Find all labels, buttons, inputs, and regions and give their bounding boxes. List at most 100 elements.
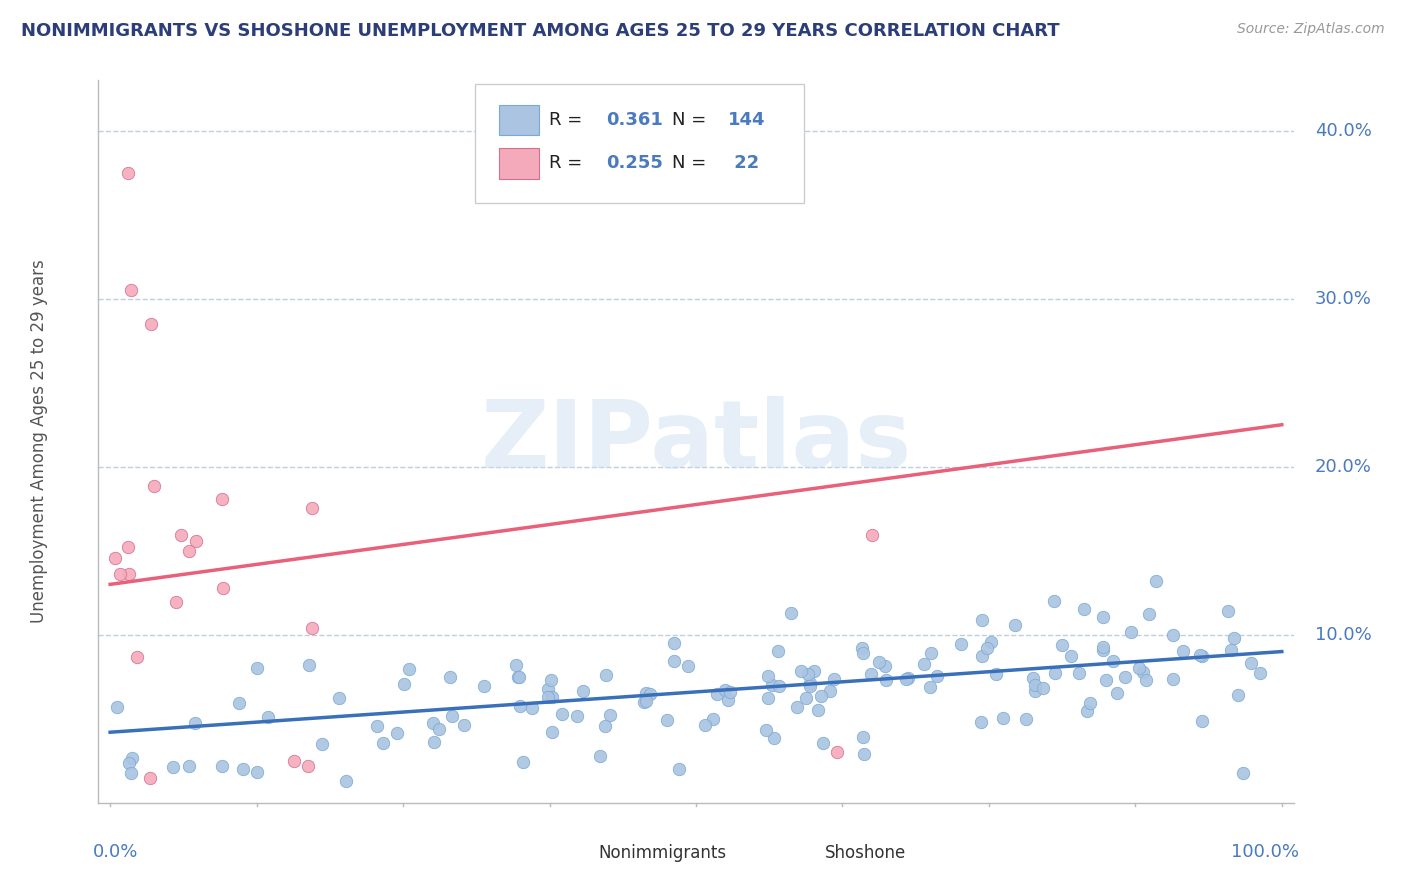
Point [896, 673, 918, 687]
Point [117, 540, 139, 554]
Point [668, 763, 690, 777]
Point [440, 709, 463, 723]
Point [1022, 671, 1045, 685]
Point [394, 677, 416, 691]
FancyBboxPatch shape [499, 148, 540, 178]
Point [810, 690, 832, 704]
Point [825, 745, 848, 759]
Point [427, 722, 450, 736]
Point [756, 690, 779, 705]
Point [211, 492, 233, 507]
Point [761, 678, 783, 692]
Point [868, 655, 890, 669]
Point [301, 621, 323, 635]
Point [183, 716, 205, 731]
Text: Nonimmigrants: Nonimmigrants [598, 845, 725, 863]
Point [120, 766, 142, 780]
Point [108, 566, 131, 581]
Point [1043, 594, 1066, 608]
Point [537, 690, 560, 704]
Point [851, 640, 873, 655]
Point [184, 533, 207, 548]
Point [423, 734, 446, 748]
Point [763, 731, 786, 746]
Point [768, 679, 790, 693]
Point [1015, 713, 1038, 727]
Point [970, 714, 993, 729]
Point [920, 680, 942, 694]
Point [120, 283, 142, 297]
Point [976, 641, 998, 656]
Point [970, 648, 993, 663]
Point [1128, 661, 1150, 675]
Point [790, 665, 813, 679]
Text: 144: 144 [728, 111, 766, 129]
Point [509, 699, 531, 714]
Point [823, 673, 845, 687]
Point [799, 679, 821, 693]
Point [1191, 649, 1213, 664]
Point [1219, 642, 1241, 657]
Point [257, 710, 280, 724]
Point [453, 717, 475, 731]
Point [1073, 602, 1095, 616]
Text: 10.0%: 10.0% [1315, 626, 1372, 644]
Point [1132, 665, 1154, 679]
Point [398, 662, 420, 676]
Point [636, 694, 658, 708]
Point [633, 695, 655, 709]
Point [897, 671, 920, 685]
Point [211, 759, 233, 773]
Point [1188, 648, 1211, 662]
Point [807, 703, 830, 717]
Point [756, 668, 779, 682]
Point [385, 725, 408, 739]
Point [1119, 625, 1142, 640]
Point [565, 708, 588, 723]
Text: ZIPatlas: ZIPatlas [481, 395, 911, 488]
Point [165, 595, 187, 609]
Point [1240, 657, 1263, 671]
FancyBboxPatch shape [778, 840, 818, 870]
Point [589, 749, 612, 764]
Point [799, 676, 821, 690]
Point [335, 774, 357, 789]
Text: 100.0%: 100.0% [1232, 843, 1299, 861]
Point [664, 654, 686, 668]
Point [1144, 574, 1167, 589]
Text: 22: 22 [728, 154, 759, 172]
Point [664, 636, 686, 650]
Point [852, 730, 875, 744]
Point [599, 707, 621, 722]
Point [1161, 628, 1184, 642]
Point [1191, 714, 1213, 728]
Point [522, 700, 544, 714]
Point [472, 679, 495, 693]
Point [797, 666, 820, 681]
Text: Unemployment Among Ages 25 to 29 years: Unemployment Among Ages 25 to 29 years [30, 260, 48, 624]
Point [875, 673, 897, 687]
Point [1043, 666, 1066, 681]
Text: R =: R = [548, 111, 588, 129]
Point [1067, 665, 1090, 680]
Point [179, 544, 201, 558]
Point [949, 637, 972, 651]
Point [439, 670, 461, 684]
Point [162, 760, 184, 774]
Point [927, 668, 949, 682]
Point [1092, 643, 1115, 657]
Point [713, 683, 735, 698]
Point [541, 690, 564, 705]
Point [873, 659, 896, 673]
Point [706, 687, 728, 701]
Point [141, 317, 163, 331]
Point [117, 166, 139, 180]
Point [143, 478, 166, 492]
Point [121, 751, 143, 765]
Point [595, 668, 617, 682]
Point [540, 673, 562, 687]
Point [980, 635, 1002, 649]
Point [1095, 673, 1118, 688]
Point [702, 712, 724, 726]
Point [1226, 688, 1249, 702]
